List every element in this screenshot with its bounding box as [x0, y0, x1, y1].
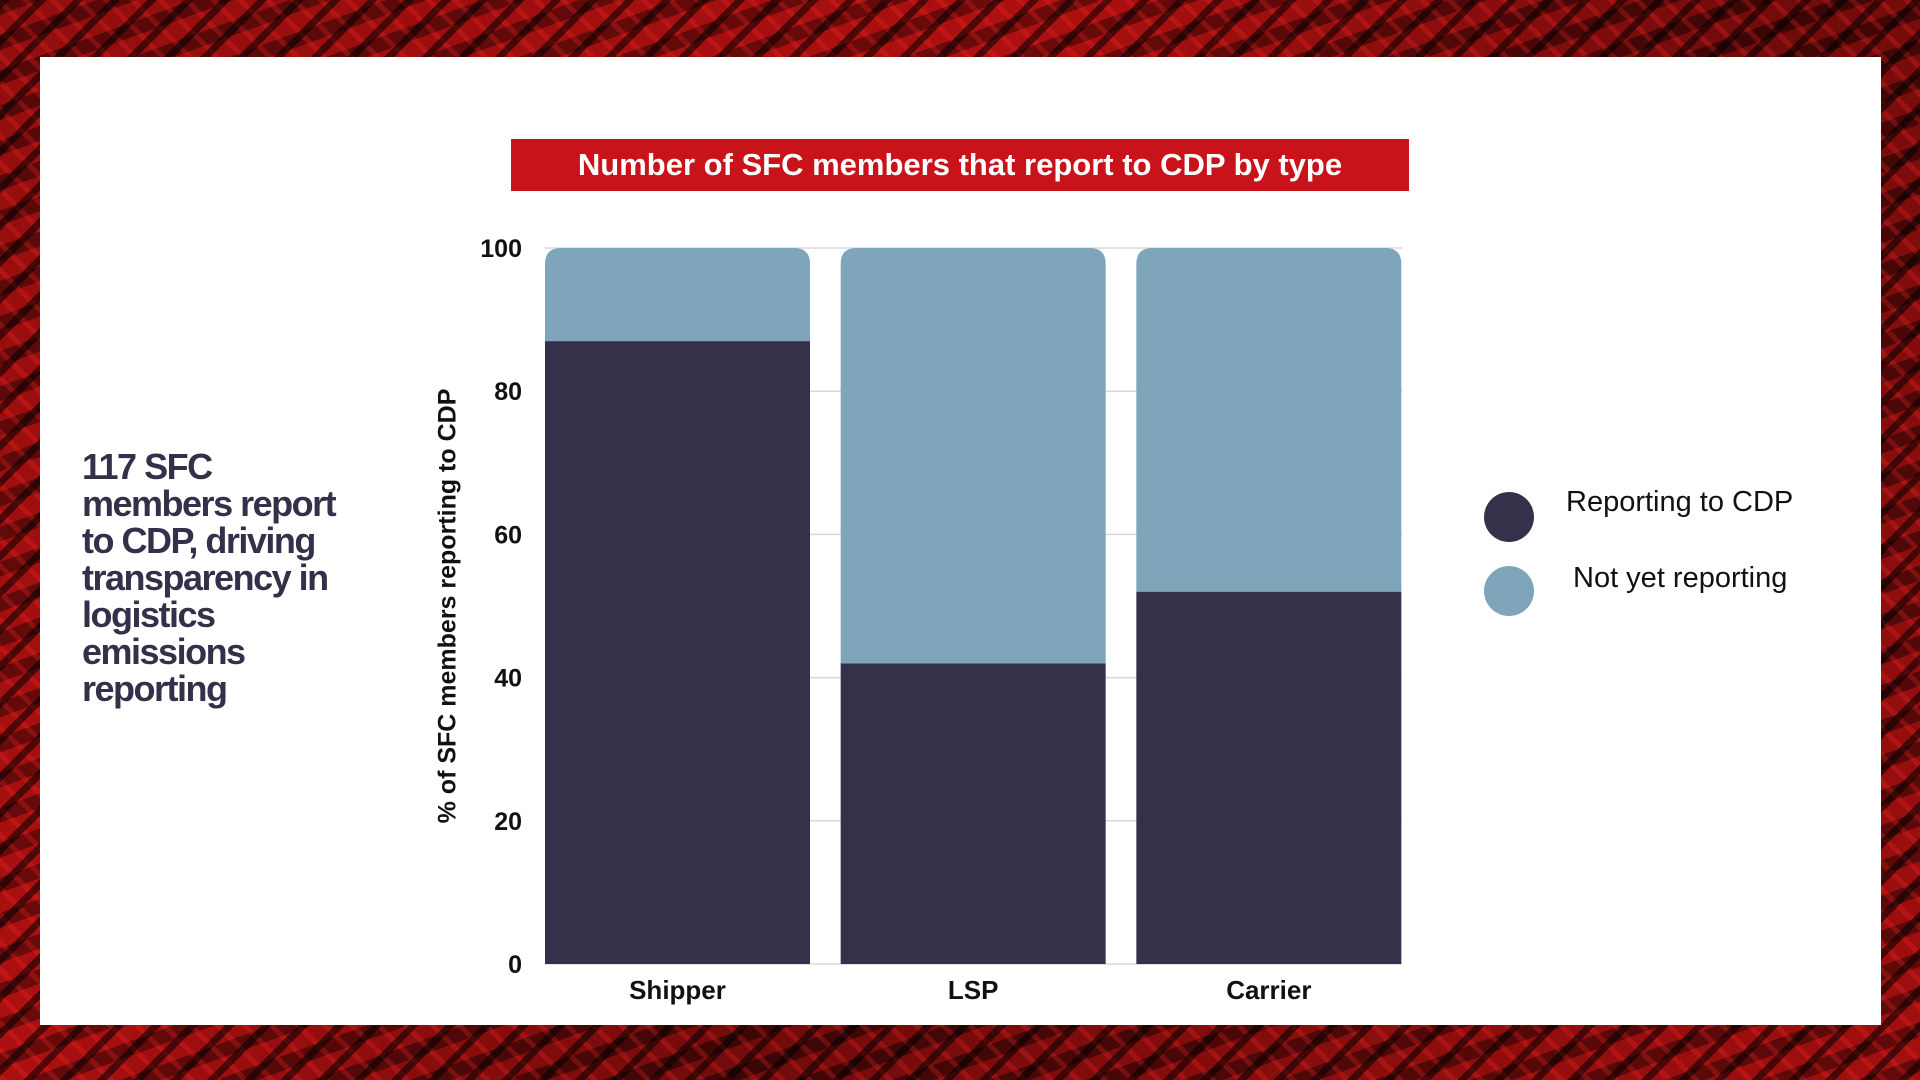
y-tick-label-0: 0 — [508, 951, 522, 979]
chart-title: Number of SFC members that report to CDP… — [511, 139, 1409, 191]
x-tick-label-carrier: Carrier — [1226, 975, 1311, 1005]
x-tick-label-lsp: LSP — [948, 975, 999, 1005]
y-tick-label-60: 60 — [494, 521, 522, 549]
y-tick-label-80: 80 — [494, 378, 522, 406]
x-tick-label-shipper: Shipper — [629, 975, 726, 1005]
legend-label-not-reporting: Not yet reporting — [1573, 562, 1788, 594]
bar-carrier-not-yet-reporting — [1136, 248, 1402, 592]
legend-swatch-not-reporting — [1484, 566, 1534, 616]
y-tick-label-20: 20 — [494, 808, 522, 836]
bar-lsp-reporting-to-cdp — [840, 663, 1106, 964]
bar-shipper-not-yet-reporting — [545, 248, 810, 342]
bar-lsp-not-yet-reporting — [840, 248, 1106, 664]
bar-carrier-reporting-to-cdp — [1136, 591, 1402, 964]
bar-shipper-reporting-to-cdp — [545, 341, 810, 965]
legend-swatch-reporting — [1484, 492, 1534, 542]
headline-text: 117 SFC members report to CDP, driving t… — [82, 446, 337, 709]
y-tick-label-40: 40 — [494, 665, 522, 693]
y-tick-label-100: 100 — [480, 235, 522, 263]
legend-label-reporting: Reporting to CDP — [1566, 486, 1794, 518]
